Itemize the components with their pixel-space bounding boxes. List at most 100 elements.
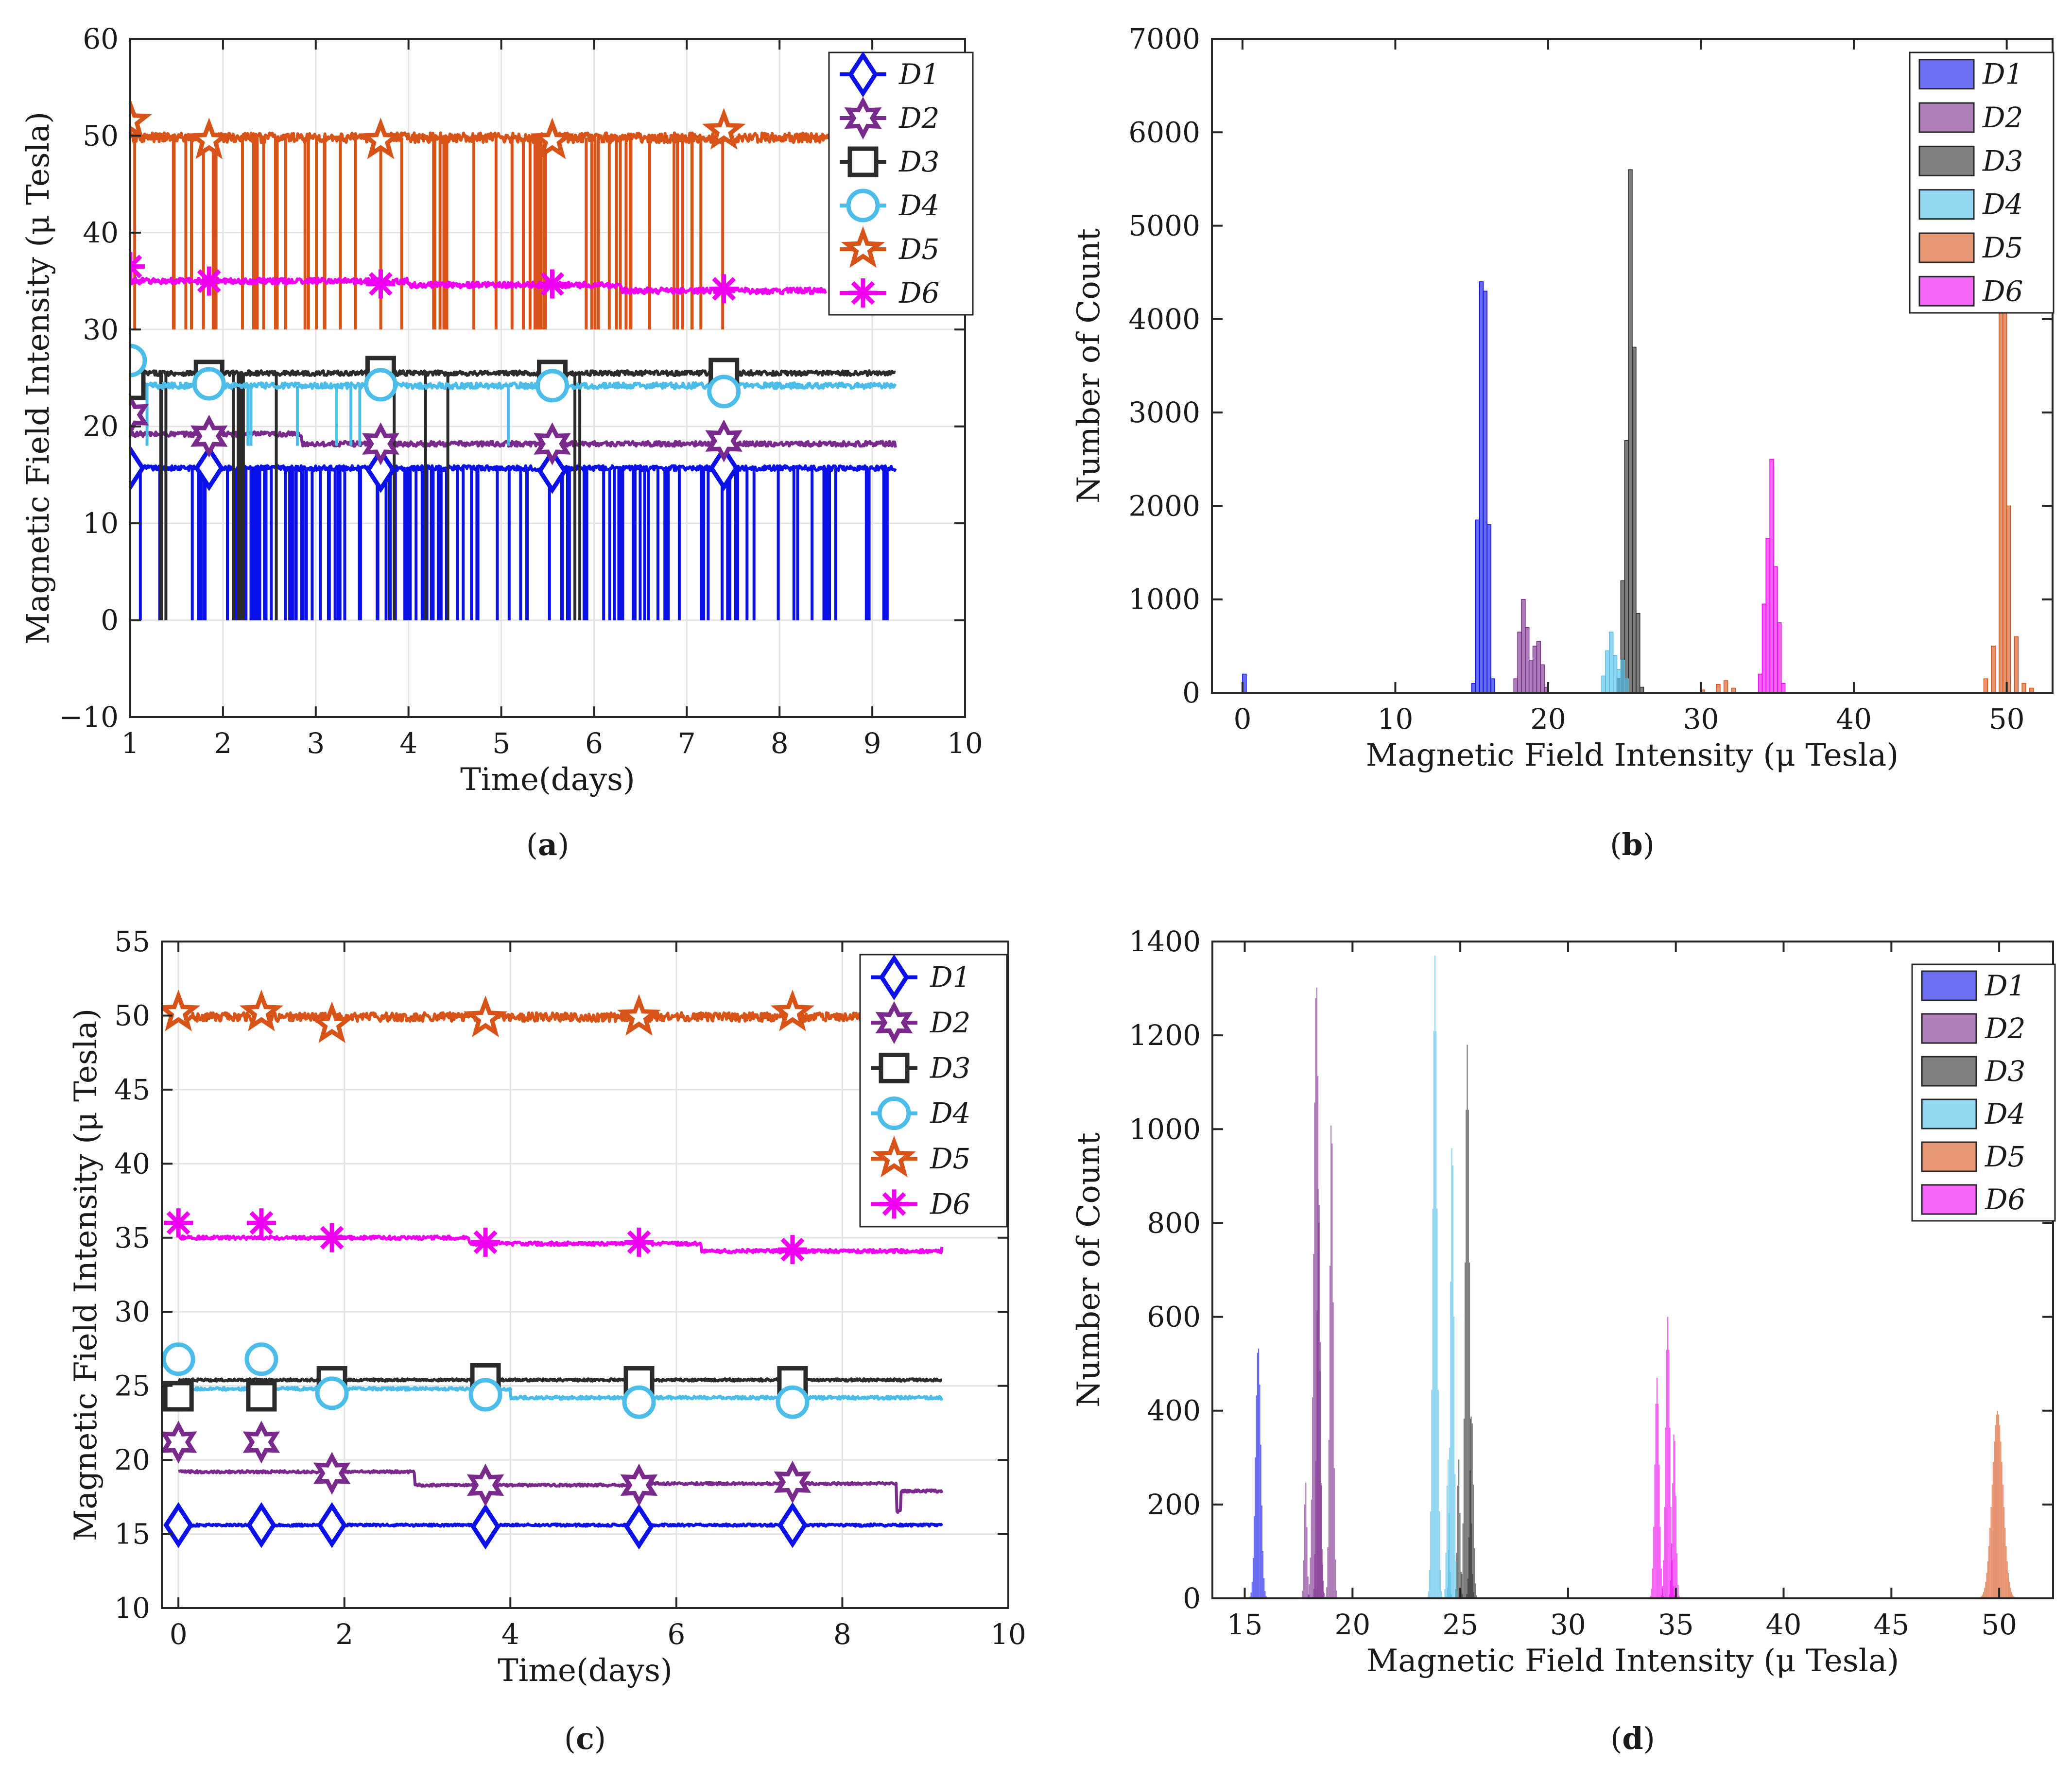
legend-label-D5: D5 (930, 1142, 970, 1175)
marker-D1 (777, 1502, 808, 1548)
bar-D2 (1322, 1564, 1323, 1598)
bar-D6 (1665, 1427, 1666, 1598)
marker-D6 (194, 266, 224, 296)
bar-D1 (1263, 1578, 1265, 1598)
marker-D6 (624, 1227, 654, 1257)
bar-D1 (1261, 1505, 1262, 1598)
x-tick-label: 25 (1442, 1608, 1478, 1641)
bar-D6 (1656, 1378, 1658, 1598)
panel-caption: (c) (564, 1721, 606, 1756)
bar-D5 (1992, 1462, 1994, 1598)
series-line-D3 (130, 369, 897, 620)
marker-D4 (315, 1376, 349, 1410)
bar-D3 (1628, 169, 1633, 693)
marker-D2 (162, 1421, 197, 1464)
bar-D5 (2014, 636, 2019, 693)
marker-D1 (624, 1504, 654, 1550)
legend-label-D2: D2 (898, 102, 939, 135)
marker-D4 (535, 369, 570, 403)
bar-D6 (1673, 1435, 1675, 1598)
bar-D5 (2009, 1581, 2010, 1598)
legend-label-D4: D4 (898, 189, 939, 222)
bar-D3 (1471, 1423, 1473, 1598)
series-line-D2 (130, 430, 897, 448)
marker-D5 (463, 995, 508, 1037)
legend-label-D1: D1 (898, 58, 939, 91)
y-tick-label: 200 (1147, 1488, 1201, 1521)
bar-D6 (1777, 622, 1782, 693)
marker-D5 (130, 98, 153, 140)
bar-D5 (1981, 1596, 1982, 1598)
series-line-D4 (177, 1386, 944, 1401)
bar-D1 (1253, 1558, 1254, 1598)
y-tick-label: 0 (1182, 676, 1200, 709)
legend-label-D6: D6 (1982, 274, 2023, 308)
bar-D2 (1336, 1590, 1337, 1598)
bar-D6 (1670, 1507, 1672, 1598)
legend-label-D6: D6 (898, 276, 939, 309)
bar-D4 (1440, 1570, 1441, 1598)
bar-D6 (1769, 459, 1774, 693)
bar-D2 (1324, 1593, 1325, 1598)
bar-D3 (1467, 1045, 1468, 1598)
bar-D5 (2007, 1573, 2009, 1598)
bar-D3 (1466, 1594, 1468, 1598)
legend: D1 D2 D3 D4 D5 D6 (828, 51, 974, 316)
bar-D5 (2021, 683, 2026, 693)
y-tick-label: 5000 (1128, 209, 1200, 242)
legend-label-D3: D3 (1985, 1055, 2025, 1088)
bar-D5 (1989, 1528, 1991, 1598)
bar-D3 (1468, 1262, 1470, 1598)
x-tick-label: 15 (1227, 1608, 1263, 1641)
legend-label-D5: D5 (898, 233, 939, 266)
marker-D1 (537, 448, 568, 494)
bar-D1 (1254, 1516, 1255, 1598)
bar-D5 (1716, 684, 1721, 693)
bar-D6 (1664, 1507, 1665, 1598)
bar-D4 (1437, 1389, 1439, 1598)
bar-D2 (1328, 1439, 1330, 1598)
bar-D2 (1532, 646, 1537, 693)
bar-D6 (1653, 1526, 1655, 1598)
x-axis-label: Time(days) (498, 1653, 673, 1689)
series-group (130, 98, 897, 620)
bar-D3 (1636, 613, 1640, 693)
bar-D4 (1451, 1148, 1452, 1598)
bar-D2 (1513, 678, 1518, 693)
axes-box (1211, 941, 2054, 1599)
y-tick-label: 55 (114, 925, 150, 958)
legend-label-D5: D5 (1985, 1140, 2025, 1173)
y-axis-label: Magnetic Field Intensity (μ Tesla) (68, 1009, 104, 1541)
bar-D1 (1486, 524, 1491, 693)
bar-D2 (1311, 1499, 1312, 1598)
bar-D1 (1251, 1581, 1253, 1598)
bar-D4 (1616, 669, 1622, 693)
x-tick-label: 35 (1658, 1608, 1694, 1641)
bar-D2 (1331, 1143, 1333, 1598)
x-tick-label: 4 (399, 727, 417, 760)
y-tick-label: 4000 (1128, 303, 1200, 336)
bar-D6 (1660, 1595, 1662, 1598)
marker-D1 (708, 445, 739, 491)
x-tick-label: 10 (990, 1618, 1026, 1651)
bar-D2 (1327, 1547, 1329, 1598)
bar-D2 (1308, 1594, 1309, 1598)
y-tick-label: 25 (114, 1370, 150, 1403)
marker-D1 (194, 445, 224, 491)
bar-D2 (1323, 1580, 1324, 1598)
legend-box (1911, 963, 2056, 1222)
tick-marks (1212, 941, 2053, 1599)
marker-D2 (190, 414, 228, 458)
x-tick-label: 8 (833, 1618, 851, 1651)
marker-D5 (770, 989, 815, 1031)
bar-D2 (1313, 1254, 1314, 1598)
bar-D2 (1525, 627, 1530, 693)
panel-a-line-chart: 1 2 3 4 5 6 7 8 9 10 −10 0 10 20 30 40 50 60 Time(days) Mag… (20, 22, 983, 862)
bar-D3 (1632, 346, 1637, 693)
bar-D5 (1983, 1592, 1984, 1598)
x-tick-label: 45 (1873, 1608, 1909, 1641)
bar-D4 (1445, 1552, 1447, 1598)
y-tick-label: 40 (114, 1147, 150, 1180)
x-tick-label: 8 (771, 727, 789, 760)
legend-swatch-D5 (1918, 232, 1975, 263)
